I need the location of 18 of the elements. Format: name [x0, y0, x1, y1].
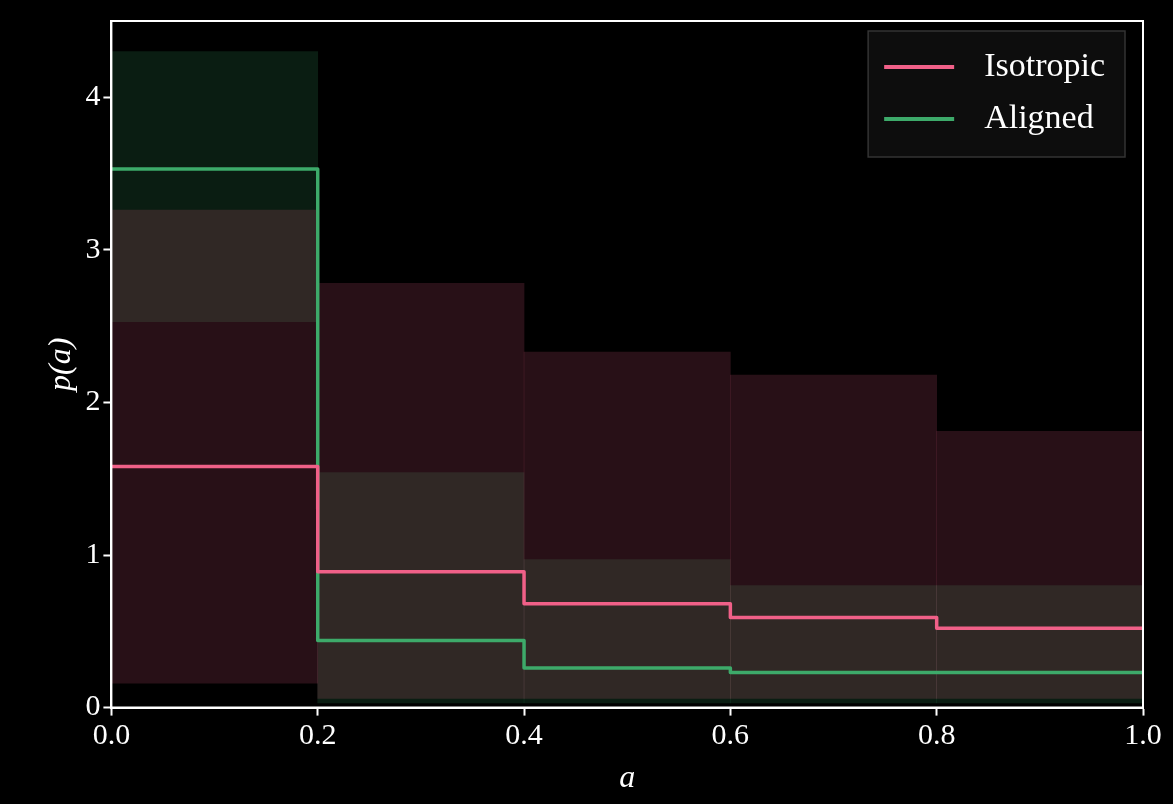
y-tick-label: 4: [85, 78, 101, 112]
x-tick-label: 0.4: [505, 717, 543, 751]
legend-label: Isotropic: [984, 45, 1105, 83]
x-tick-label: 0.6: [711, 717, 750, 751]
bar: [730, 374, 938, 699]
bar: [111, 209, 319, 684]
y-tick-label: 3: [85, 230, 101, 264]
y-axis-title: p(a): [40, 337, 77, 393]
x-tick-label: 0.8: [917, 717, 956, 751]
x-tick-label: 0.2: [298, 717, 337, 751]
bar: [523, 351, 731, 699]
legend-label: Aligned: [984, 97, 1094, 135]
y-tick-label: 2: [85, 383, 101, 417]
bar: [936, 431, 1143, 699]
x-tick-label: 1.0: [1124, 717, 1162, 751]
y-tick-label: 1: [85, 535, 101, 569]
bar: [317, 283, 525, 699]
x-axis-title: a: [619, 758, 636, 795]
